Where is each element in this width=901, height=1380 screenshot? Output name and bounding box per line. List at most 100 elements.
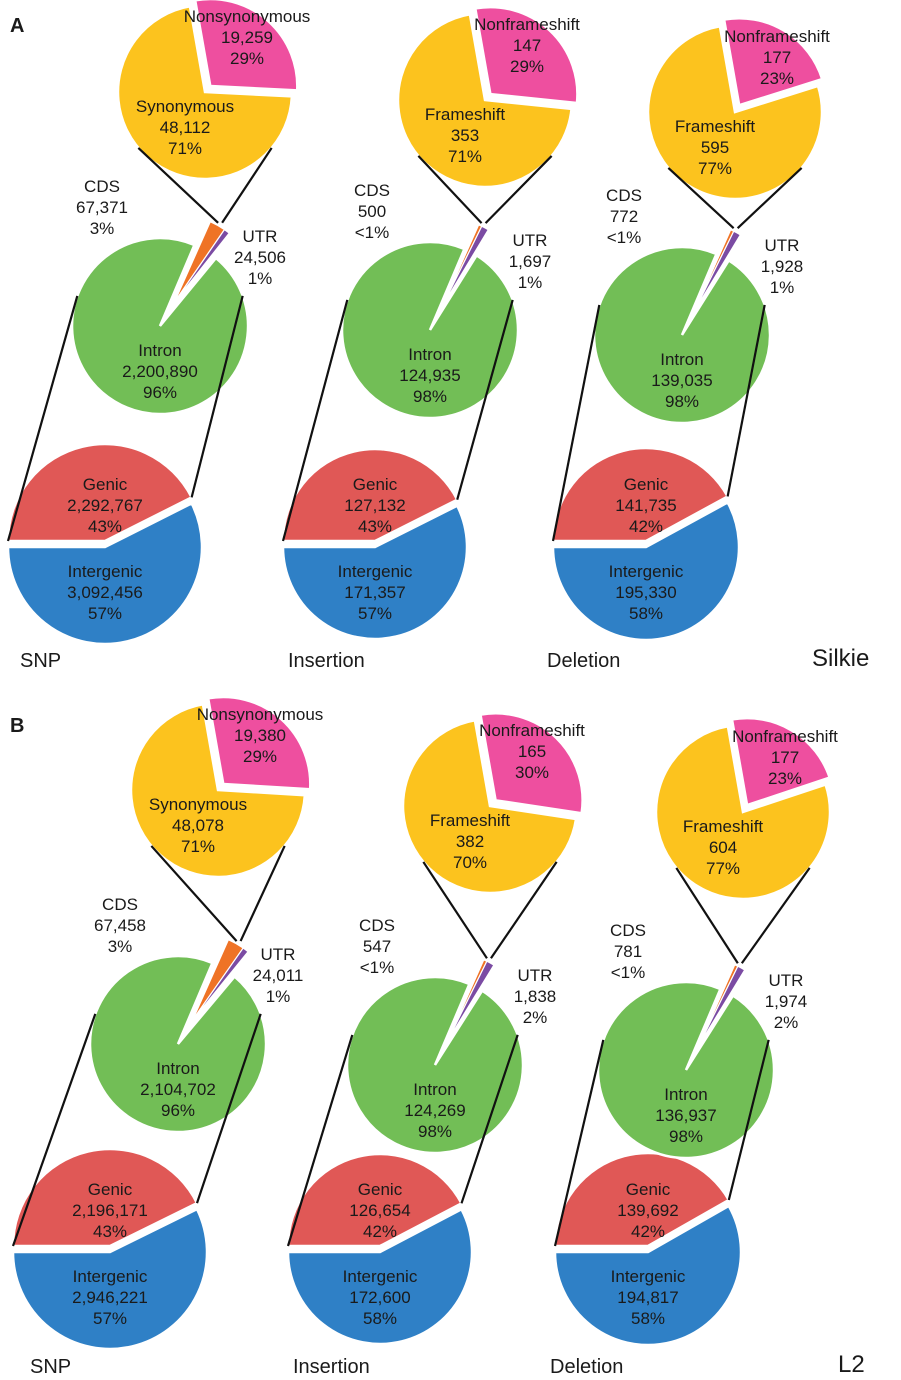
genic-label: Genic 141,735 42% xyxy=(615,475,676,536)
genic-label: Genic 126,654 42% xyxy=(349,1180,410,1241)
intron-label: Intron 124,269 98% xyxy=(404,1080,465,1141)
frameshift-label-line: 77% xyxy=(698,159,732,178)
intergenic-slice xyxy=(286,1207,474,1346)
intergenic-label-line: Intergenic xyxy=(611,1267,686,1286)
connector-line xyxy=(553,1039,605,1247)
genic-slice xyxy=(11,1147,199,1248)
utr-label: UTR 1,697 1% xyxy=(509,231,552,292)
genic-label-line: Genic xyxy=(626,1180,671,1199)
top-wedge-group xyxy=(730,716,832,807)
genic-label: Genic 2,196,171 43% xyxy=(72,1180,148,1241)
genic-slice xyxy=(286,1152,464,1248)
cds-label: CDS 500 <1% xyxy=(354,181,390,242)
intron-slice xyxy=(592,245,772,425)
cds-label-line: 67,458 xyxy=(94,916,146,935)
connector-line xyxy=(417,155,483,224)
utr-label-line: 2% xyxy=(523,1008,548,1027)
utr-slice xyxy=(174,228,231,303)
connector-line xyxy=(675,867,739,964)
nonframeshift-label: Nonframeshift 165 30% xyxy=(479,721,585,782)
cds-label-line: CDS xyxy=(359,916,395,935)
nonframeshift-label-line: Nonframeshift xyxy=(479,721,585,740)
nonsynonymous-label-line: Nonsynonymous xyxy=(184,7,311,26)
genic-wedge-group xyxy=(11,1147,199,1248)
genic-label-line: 42% xyxy=(363,1222,397,1241)
intron-label-line: 98% xyxy=(413,387,447,406)
genic-label-line: 43% xyxy=(93,1222,127,1241)
connector-line xyxy=(239,845,286,942)
nonframeshift-label: Nonframeshift 147 29% xyxy=(474,15,580,76)
intergenic-label-line: 3,092,456 xyxy=(67,583,143,602)
cds-label-line: CDS xyxy=(606,186,642,205)
intron-label-line: 98% xyxy=(418,1122,452,1141)
cds-label-line: 67,371 xyxy=(76,198,128,217)
intergenic-label-line: Intergenic xyxy=(68,562,143,581)
genic-wedge-group xyxy=(281,447,459,543)
intron-label-line: 98% xyxy=(665,392,699,411)
intergenic-label-line: Intergenic xyxy=(609,562,684,581)
cds-label-line: CDS xyxy=(610,921,646,940)
cds-label-line: 500 xyxy=(358,202,386,221)
connector-line xyxy=(551,304,601,542)
genic-label-line: 141,735 xyxy=(615,496,676,515)
nonsynonymous-slice xyxy=(206,695,312,791)
cds-label: CDS 67,371 3% xyxy=(76,177,128,238)
utr-label: UTR 1,838 2% xyxy=(514,966,557,1027)
connector-line xyxy=(281,299,349,542)
intergenic-label: Intergenic 171,357 57% xyxy=(338,562,413,623)
intergenic-label-line: 171,357 xyxy=(344,583,405,602)
connector-line xyxy=(667,167,735,229)
variant-type-label: SNP xyxy=(20,650,61,672)
utr-label-line: 1,928 xyxy=(761,257,804,276)
utr-label-line: UTR xyxy=(765,236,800,255)
frameshift-label-line: Frameshift xyxy=(430,811,511,830)
intergenic-label-line: Intergenic xyxy=(338,562,413,581)
top-wedge-group xyxy=(473,5,579,105)
panel-letter-a: A xyxy=(10,15,24,37)
intron-label-line: 124,269 xyxy=(404,1101,465,1120)
intron-label-line: 98% xyxy=(669,1127,703,1146)
connector-line xyxy=(11,1013,97,1247)
nonframeshift-slice xyxy=(730,716,832,807)
synonymous-label: Synonymous 48,078 71% xyxy=(149,795,247,856)
intron-label: Intron 136,937 98% xyxy=(655,1085,716,1146)
nonsynonymous-label-line: 29% xyxy=(243,747,277,766)
cds-label: CDS 772 <1% xyxy=(606,186,642,247)
utr-label-line: 1% xyxy=(266,987,291,1006)
genic-label: Genic 139,692 42% xyxy=(617,1180,678,1241)
cds-label-line: <1% xyxy=(360,958,395,977)
frameshift-label-line: 353 xyxy=(451,126,479,145)
utr-label-line: 1% xyxy=(770,278,795,297)
top-wedge-group xyxy=(479,712,584,815)
nonframeshift-label-line: Nonframeshift xyxy=(732,727,838,746)
frameshift-label-line: 70% xyxy=(453,853,487,872)
connector-line xyxy=(456,299,514,501)
nonframeshift-label: Nonframeshift 177 23% xyxy=(724,27,830,88)
genic-label-line: Genic xyxy=(88,1180,133,1199)
frameshift-label-line: 604 xyxy=(709,838,737,857)
intergenic-label-line: Intergenic xyxy=(343,1267,418,1286)
intron-label-line: Intron xyxy=(664,1085,707,1104)
small-slices-group xyxy=(694,229,742,311)
connector-line xyxy=(6,295,79,542)
nonframeshift-label-line: Nonframeshift xyxy=(724,27,830,46)
utr-slice xyxy=(442,225,490,306)
genic-label-line: 43% xyxy=(88,517,122,536)
genic-label: Genic 2,292,767 43% xyxy=(67,475,143,536)
intergenic-label-line: 57% xyxy=(88,604,122,623)
connector-line xyxy=(190,295,244,498)
genic-wedge-group xyxy=(286,1152,464,1248)
frameshift-label-line: 595 xyxy=(701,138,729,157)
variant-type-label: Deletion xyxy=(547,650,620,672)
connector-line xyxy=(221,147,273,224)
connector-line xyxy=(150,845,238,942)
intron-label: Intron 2,104,702 96% xyxy=(140,1059,216,1120)
nonsynonymous-label-line: 19,380 xyxy=(234,726,286,745)
intergenic-slice xyxy=(551,500,741,642)
genic-label-line: Genic xyxy=(358,1180,403,1199)
connector-line xyxy=(736,167,803,229)
genic-label-line: 127,132 xyxy=(344,496,405,515)
intergenic-label-line: 2,946,221 xyxy=(72,1288,148,1307)
intergenic-label: Intergenic 3,092,456 57% xyxy=(67,562,143,623)
nonsynonymous-label-line: 29% xyxy=(230,49,264,68)
